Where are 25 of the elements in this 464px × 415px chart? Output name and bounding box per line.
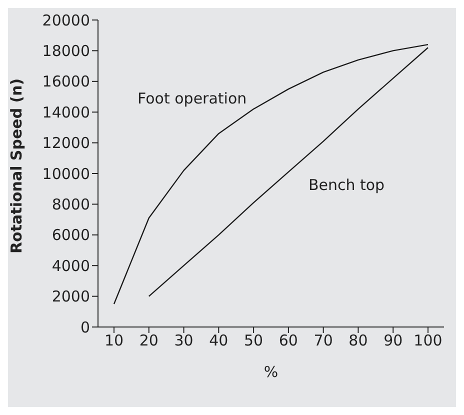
x-tick-label: 40 xyxy=(209,332,228,350)
y-tick-label: 20000 xyxy=(42,11,90,30)
x-tick-label: 100 xyxy=(414,332,442,350)
y-tick-label: 10000 xyxy=(42,164,90,183)
y-tick-label: 14000 xyxy=(42,103,90,122)
y-tick-label: 4000 xyxy=(52,256,90,275)
x-tick-label: 20 xyxy=(139,332,158,350)
y-axis-title: Rotational Speed (n) xyxy=(7,78,26,254)
x-tick-label: 10 xyxy=(104,332,124,350)
y-tick-label: 2000 xyxy=(52,288,90,306)
x-tick-label: 30 xyxy=(174,332,194,350)
x-tick-label: 70 xyxy=(314,332,333,350)
x-tick-label: 60 xyxy=(278,332,298,350)
x-tick-label: 50 xyxy=(244,332,264,350)
series-label: Foot operation xyxy=(138,90,247,108)
series-label: Bench top xyxy=(308,176,385,194)
y-tick-label: 6000 xyxy=(52,226,90,244)
y-tick-label: 0 xyxy=(80,318,90,336)
x-axis-title: % xyxy=(264,363,278,381)
x-tick-label: 90 xyxy=(384,332,403,350)
y-tick-label: 18000 xyxy=(42,42,90,60)
x-tick-label: 80 xyxy=(348,332,368,350)
y-tick-label: 12000 xyxy=(42,134,90,152)
y-tick-label: 8000 xyxy=(52,196,90,214)
y-tick-label: 16000 xyxy=(42,72,90,91)
